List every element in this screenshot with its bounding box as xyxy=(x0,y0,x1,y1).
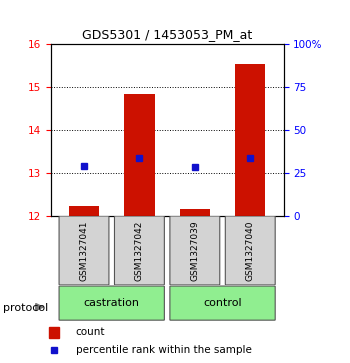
FancyBboxPatch shape xyxy=(59,286,164,320)
FancyBboxPatch shape xyxy=(225,216,275,285)
Text: GSM1327039: GSM1327039 xyxy=(190,220,199,281)
FancyBboxPatch shape xyxy=(114,216,164,285)
Text: count: count xyxy=(76,327,105,337)
Bar xyxy=(69,206,99,216)
Text: protocol: protocol xyxy=(4,303,49,313)
Text: percentile rank within the sample: percentile rank within the sample xyxy=(76,345,252,355)
Bar xyxy=(49,327,59,338)
Bar xyxy=(235,64,266,216)
Title: GDS5301 / 1453053_PM_at: GDS5301 / 1453053_PM_at xyxy=(82,28,252,41)
FancyBboxPatch shape xyxy=(170,286,275,320)
Text: GSM1327041: GSM1327041 xyxy=(79,220,89,281)
Text: GSM1327042: GSM1327042 xyxy=(135,220,144,281)
FancyBboxPatch shape xyxy=(170,216,220,285)
Text: GSM1327040: GSM1327040 xyxy=(246,220,255,281)
Text: castration: castration xyxy=(84,298,140,308)
FancyBboxPatch shape xyxy=(59,216,109,285)
Bar xyxy=(124,94,155,216)
Text: control: control xyxy=(203,298,242,308)
Bar xyxy=(180,209,210,216)
